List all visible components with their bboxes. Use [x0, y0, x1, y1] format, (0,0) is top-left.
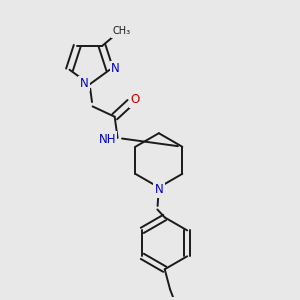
- Text: N: N: [111, 62, 120, 75]
- Text: N: N: [154, 183, 163, 196]
- Text: NH: NH: [99, 133, 116, 146]
- Text: O: O: [131, 93, 140, 106]
- Text: N: N: [80, 77, 88, 90]
- Text: CH₃: CH₃: [113, 26, 131, 36]
